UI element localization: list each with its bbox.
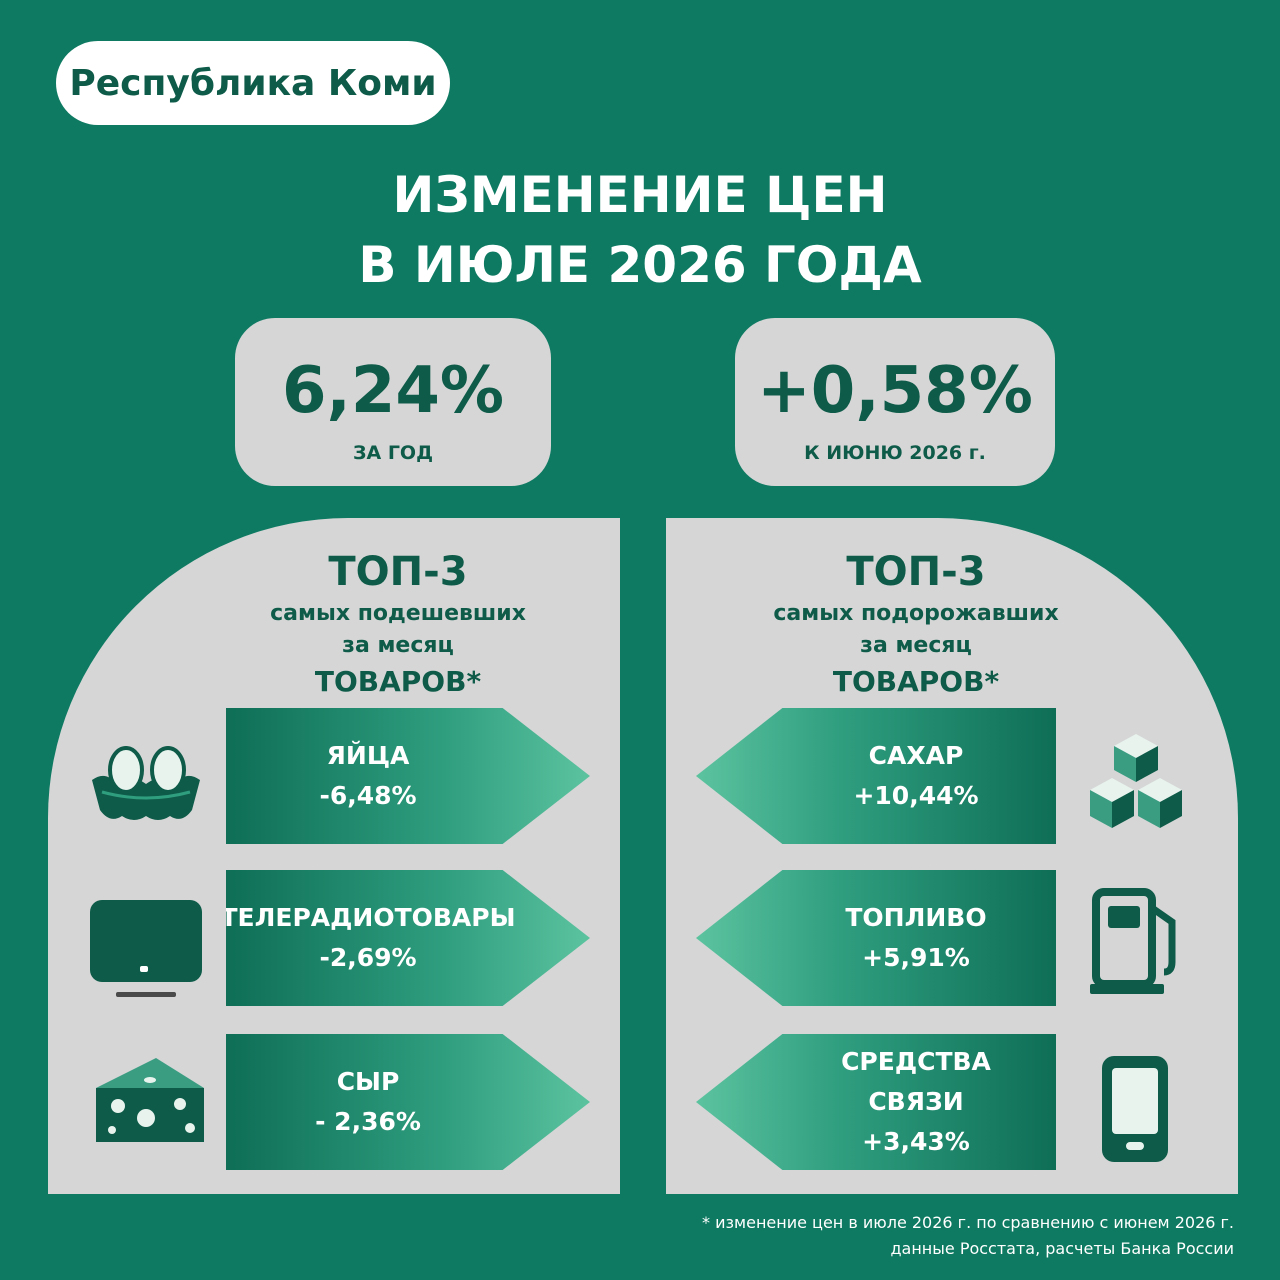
pricier-subheading-2: за месяц — [860, 633, 972, 658]
pricier-item-fuel: ТОПЛИВО +5,91% — [696, 870, 1056, 1006]
yearly-stat-card: 6,24% ЗА ГОД — [235, 318, 551, 486]
pricier-heading: ТОП-3 — [846, 549, 986, 595]
pricier-item-name: ТОПЛИВО — [845, 903, 987, 932]
pricier-item-change: +5,91% — [862, 943, 970, 972]
pricier-subheading-3: ТОВАРОВ* — [832, 665, 1000, 698]
yearly-stat-caption: ЗА ГОД — [353, 442, 433, 464]
cheaper-item-tv: ТЕЛЕРАДИОТОВАРЫ -2,69% — [226, 870, 590, 1006]
pricier-panel-heading: ТОП-3 самых подорожавших за месяц ТОВАРО… — [706, 546, 1126, 702]
pricier-item-name: САХАР — [868, 741, 964, 770]
pricier-item-communication: СРЕДСТВА СВЯЗИ +3,43% — [696, 1034, 1056, 1170]
cheaper-subheading-2: за месяц — [342, 633, 454, 658]
cheaper-item-change: - 2,36% — [315, 1107, 421, 1136]
cheaper-heading: ТОП-3 — [328, 549, 468, 595]
pricier-item-change: +10,44% — [853, 781, 979, 810]
cheaper-item-name: СЫР — [336, 1067, 400, 1096]
pricier-item-change: +3,43% — [862, 1127, 970, 1156]
cheaper-item-name: ТЕЛЕРАДИОТОВАРЫ — [220, 903, 516, 932]
pricier-item-name: СРЕДСТВА СВЯЗИ — [841, 1047, 991, 1116]
yearly-stat-value: 6,24% — [281, 354, 505, 428]
monthly-stat-value: +0,58% — [757, 354, 1033, 428]
title-line-2: В ИЮЛЕ 2026 ГОДА — [358, 236, 922, 294]
cheaper-subheading-1: самых подешевших — [270, 601, 526, 626]
footnote-line-2: данные Росстата, расчеты Банка России — [890, 1239, 1234, 1258]
cheaper-panel-heading: ТОП-3 самых подешевших за месяц ТОВАРОВ* — [188, 546, 608, 702]
smartphone-icon — [1102, 1056, 1168, 1162]
cheaper-item-change: -2,69% — [319, 943, 417, 972]
cheaper-item-eggs: ЯЙЦА -6,48% — [226, 708, 590, 844]
sugar-cubes-icon — [1090, 734, 1182, 828]
fuel-pump-icon — [1090, 888, 1176, 994]
cheaper-subheading-3: ТОВАРОВ* — [314, 665, 482, 698]
pricier-item-sugar: САХАР +10,44% — [696, 708, 1056, 844]
monthly-stat-card: +0,58% К ИЮНЮ 2026 г. — [735, 318, 1055, 486]
footnote: * изменение цен в июле 2026 г. по сравне… — [702, 1210, 1234, 1262]
region-badge: Республика Коми — [56, 41, 450, 125]
cheaper-item-name: ЯЙЦА — [326, 741, 410, 770]
monthly-stat-caption: К ИЮНЮ 2026 г. — [804, 442, 986, 464]
footnote-line-1: * изменение цен в июле 2026 г. по сравне… — [702, 1213, 1234, 1232]
eggs-icon — [92, 746, 200, 820]
cheese-icon — [96, 1058, 204, 1142]
pricier-subheading-1: самых подорожавших — [773, 601, 1059, 626]
cheaper-item-cheese: СЫР - 2,36% — [226, 1034, 590, 1170]
page-title: ИЗМЕНЕНИЕ ЦЕН В ИЮЛЕ 2026 ГОДА — [0, 160, 1280, 300]
title-line-1: ИЗМЕНЕНИЕ ЦЕН — [392, 166, 888, 224]
tv-icon — [90, 900, 202, 997]
cheaper-item-change: -6,48% — [319, 781, 417, 810]
